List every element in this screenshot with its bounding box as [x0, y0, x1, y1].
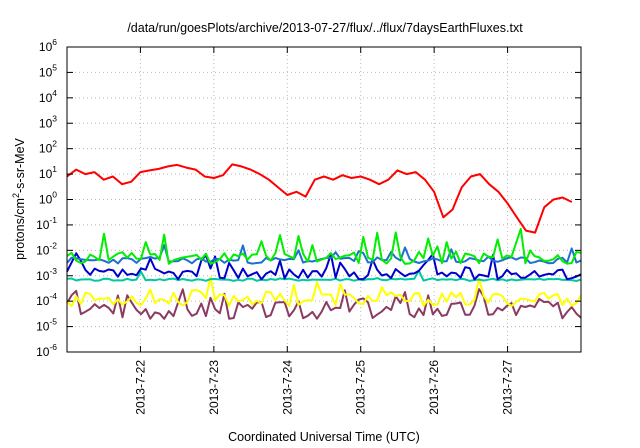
y-tick-exp: 6 — [52, 37, 57, 47]
y-tick-base: 10 — [39, 91, 53, 105]
y-tick-base: 10 — [39, 116, 53, 130]
y-tick-base: 10 — [36, 294, 50, 308]
y-tick-exp: -5 — [49, 317, 57, 327]
y-tick-base: 10 — [39, 167, 53, 181]
series-layer — [66, 163, 582, 320]
x-tick-label: 2013-7-23 — [207, 360, 221, 415]
series-line-6 — [66, 288, 582, 320]
x-tick-label: 2013-7-26 — [427, 360, 441, 415]
x-axis-ticks: 2013-7-22 2013-7-23 2013-7-24 2013-7-25 2013… — [133, 47, 515, 415]
chart-title: /data/run/goesPlots/archive/2013-07-27/f… — [127, 21, 523, 35]
x-axis-label: Coordinated Universal Time (UTC) — [228, 430, 420, 444]
series-line-0 — [66, 163, 573, 234]
y-tick-exp: 0 — [52, 190, 57, 200]
y-tick-label: 103 — [39, 113, 57, 130]
y-tick-label: 10-2 — [36, 240, 57, 257]
y-tick-base: 10 — [36, 243, 50, 257]
y-tick-exp: 1 — [52, 164, 57, 174]
y-tick-base: 10 — [39, 142, 53, 156]
y-label-part: -s-sr-MeV — [13, 137, 27, 193]
y-tick-label: 104 — [39, 88, 57, 105]
y-tick-label: 102 — [39, 139, 57, 156]
y-tick-label: 101 — [39, 164, 57, 181]
series-line-3 — [66, 252, 582, 281]
y-tick-exp: -6 — [49, 342, 57, 352]
y-label-sup: 2 — [11, 193, 21, 198]
y-tick-exp: -2 — [49, 240, 57, 250]
y-tick-base: 10 — [36, 218, 50, 232]
y-tick-exp: 2 — [52, 139, 57, 149]
y-tick-base: 10 — [39, 193, 53, 207]
y-tick-label: 10-3 — [36, 266, 57, 283]
y-tick-label: 10-1 — [36, 215, 57, 232]
y-tick-exp: -3 — [49, 266, 57, 276]
series-line-1 — [66, 227, 582, 265]
x-tick-label: 2013-7-24 — [280, 360, 294, 415]
y-axis-ticks: 10-610-510-410-310-210-11001011021031041… — [36, 37, 581, 359]
x-tick-label: 2013-7-22 — [133, 360, 147, 415]
y-tick-base: 10 — [36, 345, 50, 359]
y-tick-base: 10 — [39, 40, 53, 54]
series-line-4 — [66, 269, 582, 282]
grid-lines — [67, 47, 581, 352]
y-axis-label: protons/cm2-s-sr-MeV — [11, 137, 27, 259]
y-tick-label: 10-4 — [36, 291, 57, 308]
y-tick-label: 100 — [39, 190, 57, 207]
y-tick-label: 10-5 — [36, 317, 57, 334]
y-tick-exp: -1 — [49, 215, 57, 225]
y-tick-base: 10 — [39, 65, 53, 79]
y-label-part: protons/cm — [13, 198, 27, 260]
y-tick-exp: 5 — [52, 62, 57, 72]
series-line-5 — [66, 276, 582, 307]
y-tick-label: 105 — [39, 62, 57, 79]
y-tick-exp: 4 — [52, 88, 57, 98]
y-tick-label: 106 — [39, 37, 57, 54]
y-tick-exp: -4 — [49, 291, 57, 301]
y-tick-base: 10 — [36, 320, 50, 334]
x-tick-label: 2013-7-27 — [501, 360, 515, 415]
y-tick-exp: 3 — [52, 113, 57, 123]
y-tick-label: 10-6 — [36, 342, 57, 359]
x-tick-label: 2013-7-25 — [354, 360, 368, 415]
y-tick-base: 10 — [36, 269, 50, 283]
